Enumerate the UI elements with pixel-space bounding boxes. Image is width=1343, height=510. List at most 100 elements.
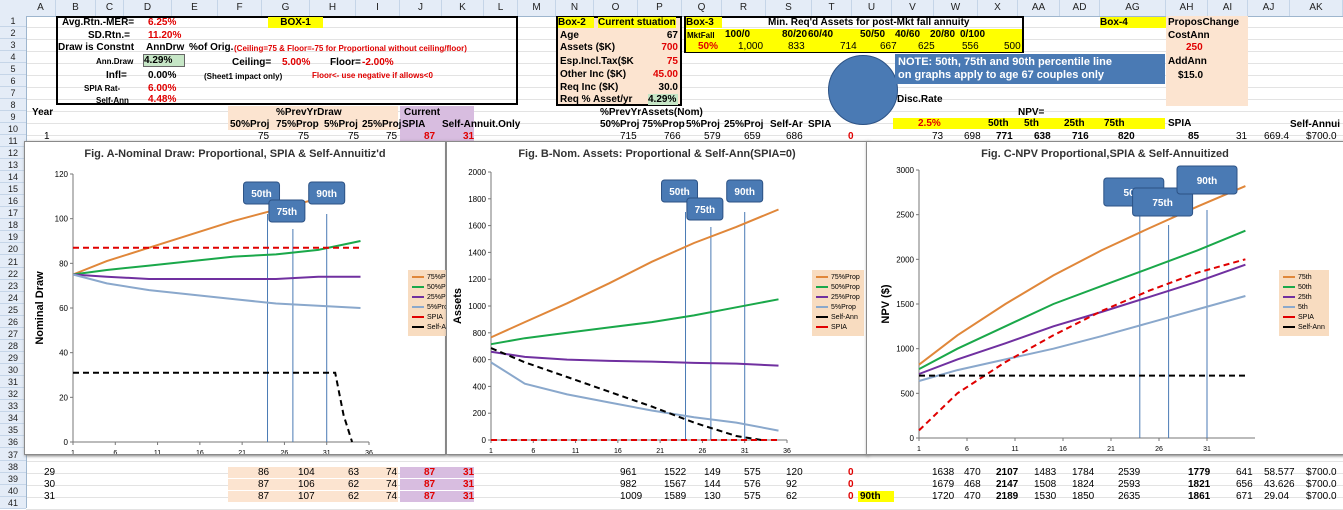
- column-header-d[interactable]: D: [124, 0, 172, 16]
- row-header-41[interactable]: 41: [0, 498, 26, 509]
- row-header-23[interactable]: 23: [0, 281, 26, 292]
- column-header-l[interactable]: L: [484, 0, 518, 16]
- legend-swatch: [412, 316, 424, 319]
- column-header-u[interactable]: U: [852, 0, 892, 16]
- row-header-19[interactable]: 19: [0, 232, 26, 243]
- cost-ann-value[interactable]: 250: [1186, 42, 1203, 53]
- expense-value[interactable]: 75: [666, 56, 678, 67]
- row-header-2[interactable]: 2: [0, 28, 26, 39]
- column-header-n[interactable]: N: [556, 0, 594, 16]
- row-header-21[interactable]: 21: [0, 257, 26, 268]
- row-header-5[interactable]: 5: [0, 64, 26, 75]
- row-header-35[interactable]: 35: [0, 425, 26, 436]
- row-header-1[interactable]: 1: [0, 16, 26, 27]
- row-header-34[interactable]: 34: [0, 413, 26, 424]
- chart-c[interactable]: 0 500 1000 1500 2000 2500 3000 1 6 11 16 21 26 31 NPV …: [866, 141, 1343, 455]
- box3-v5: 625: [918, 41, 935, 52]
- column-header-aj[interactable]: AJ: [1248, 0, 1290, 16]
- row-header-11[interactable]: 11: [0, 136, 26, 147]
- row-header-30[interactable]: 30: [0, 365, 26, 376]
- mkt-fall-pct[interactable]: 50%: [698, 41, 719, 52]
- column-header-ak[interactable]: AK: [1290, 0, 1343, 16]
- row-header-32[interactable]: 32: [0, 389, 26, 400]
- column-header-s[interactable]: S: [766, 0, 812, 16]
- column-header-t[interactable]: T: [812, 0, 852, 16]
- column-header-j[interactable]: J: [400, 0, 442, 16]
- note-box[interactable]: NOTE: 50th, 75th and 90th percentile lin…: [895, 54, 1165, 84]
- chart-a[interactable]: 0 20 40 60 80 100 120 1 6 11 16 21 26 31 36 Nominal Dra…: [24, 141, 460, 455]
- column-header-ag[interactable]: AG: [1100, 0, 1166, 16]
- spia-rate-value[interactable]: 6.00%: [148, 83, 177, 94]
- row-header-29[interactable]: 29: [0, 353, 26, 364]
- column-header-m[interactable]: M: [518, 0, 556, 16]
- row-header-18[interactable]: 18: [0, 220, 26, 231]
- column-header-ah[interactable]: AH: [1166, 0, 1208, 16]
- row-header-15[interactable]: 15: [0, 184, 26, 195]
- row-header-6[interactable]: 6: [0, 76, 26, 87]
- column-header-g[interactable]: G: [262, 0, 310, 16]
- row-header-24[interactable]: 24: [0, 293, 26, 304]
- row-header-17[interactable]: 17: [0, 208, 26, 219]
- circle-shape[interactable]: [828, 55, 898, 125]
- draw-mode[interactable]: AnnDrw: [146, 42, 185, 53]
- x-tick-label: 6: [113, 450, 117, 454]
- row-header-26[interactable]: 26: [0, 317, 26, 328]
- avg-return-value[interactable]: 6.25%: [148, 17, 177, 28]
- y-tick-label: 1500: [896, 300, 914, 309]
- column-header-v[interactable]: V: [892, 0, 934, 16]
- column-header-h[interactable]: H: [310, 0, 356, 16]
- floor-value[interactable]: -2.00%: [362, 57, 394, 68]
- row-header-40[interactable]: 40: [0, 486, 26, 497]
- inflation-value[interactable]: 0.00%: [148, 70, 177, 81]
- column-header-e[interactable]: E: [172, 0, 218, 16]
- row-header-33[interactable]: 33: [0, 401, 26, 412]
- column-header-k[interactable]: K: [442, 0, 484, 16]
- column-header-w[interactable]: W: [934, 0, 978, 16]
- age-value[interactable]: 67: [666, 30, 678, 41]
- column-header-q[interactable]: Q: [682, 0, 722, 16]
- ceiling-value[interactable]: 5.00%: [282, 57, 311, 68]
- column-header-x[interactable]: X: [978, 0, 1018, 16]
- self-ann-value[interactable]: 4.48%: [148, 94, 177, 105]
- row-header-25[interactable]: 25: [0, 305, 26, 316]
- column-header-ad[interactable]: AD: [1060, 0, 1100, 16]
- row-header-10[interactable]: 10: [0, 124, 26, 135]
- row-header-3[interactable]: 3: [0, 40, 26, 51]
- other-inc-value[interactable]: 45.00: [652, 69, 678, 80]
- column-header-aa[interactable]: AA: [1018, 0, 1060, 16]
- draw-cell: 87: [258, 479, 270, 490]
- row-header-28[interactable]: 28: [0, 341, 26, 352]
- chart-b[interactable]: 0 200 400 600 800 1000 1200 1400 1600 1800 2000 1 6 1…: [446, 141, 868, 455]
- row-header-31[interactable]: 31: [0, 377, 26, 388]
- row-header-8[interactable]: 8: [0, 100, 26, 111]
- column-header-o[interactable]: O: [594, 0, 638, 16]
- row-header-38[interactable]: 38: [0, 462, 26, 473]
- row-header-16[interactable]: 16: [0, 196, 26, 207]
- disc-rate-value[interactable]: 2.5%: [918, 118, 941, 129]
- row-header-4[interactable]: 4: [0, 52, 26, 63]
- row-header-36[interactable]: 36: [0, 437, 26, 448]
- column-header-p[interactable]: P: [638, 0, 682, 16]
- column-header-c[interactable]: C: [96, 0, 124, 16]
- legend-swatch: [1283, 306, 1295, 309]
- row-header-27[interactable]: 27: [0, 329, 26, 340]
- column-header-ai[interactable]: AI: [1208, 0, 1248, 16]
- row-header-9[interactable]: 9: [0, 112, 26, 123]
- row-header-37[interactable]: 37: [0, 450, 26, 461]
- row-header-20[interactable]: 20: [0, 244, 26, 255]
- sd-return-value[interactable]: 11.20%: [148, 30, 182, 41]
- column-header-i[interactable]: I: [356, 0, 400, 16]
- column-header-b[interactable]: B: [56, 0, 96, 16]
- column-header-r[interactable]: R: [722, 0, 766, 16]
- row-header-13[interactable]: 13: [0, 160, 26, 171]
- row-header-7[interactable]: 7: [0, 88, 26, 99]
- anndraw-value[interactable]: 4.29%: [143, 54, 185, 67]
- row-header-14[interactable]: 14: [0, 172, 26, 183]
- column-header-f[interactable]: F: [218, 0, 262, 16]
- assets-value[interactable]: 700: [661, 42, 678, 53]
- row-header-39[interactable]: 39: [0, 474, 26, 485]
- row-header-12[interactable]: 12: [0, 148, 26, 159]
- row-header-22[interactable]: 22: [0, 269, 26, 280]
- column-header-a[interactable]: A: [26, 0, 56, 16]
